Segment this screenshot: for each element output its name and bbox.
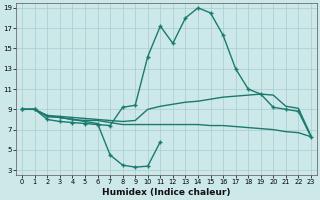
X-axis label: Humidex (Indice chaleur): Humidex (Indice chaleur) [102, 188, 231, 197]
